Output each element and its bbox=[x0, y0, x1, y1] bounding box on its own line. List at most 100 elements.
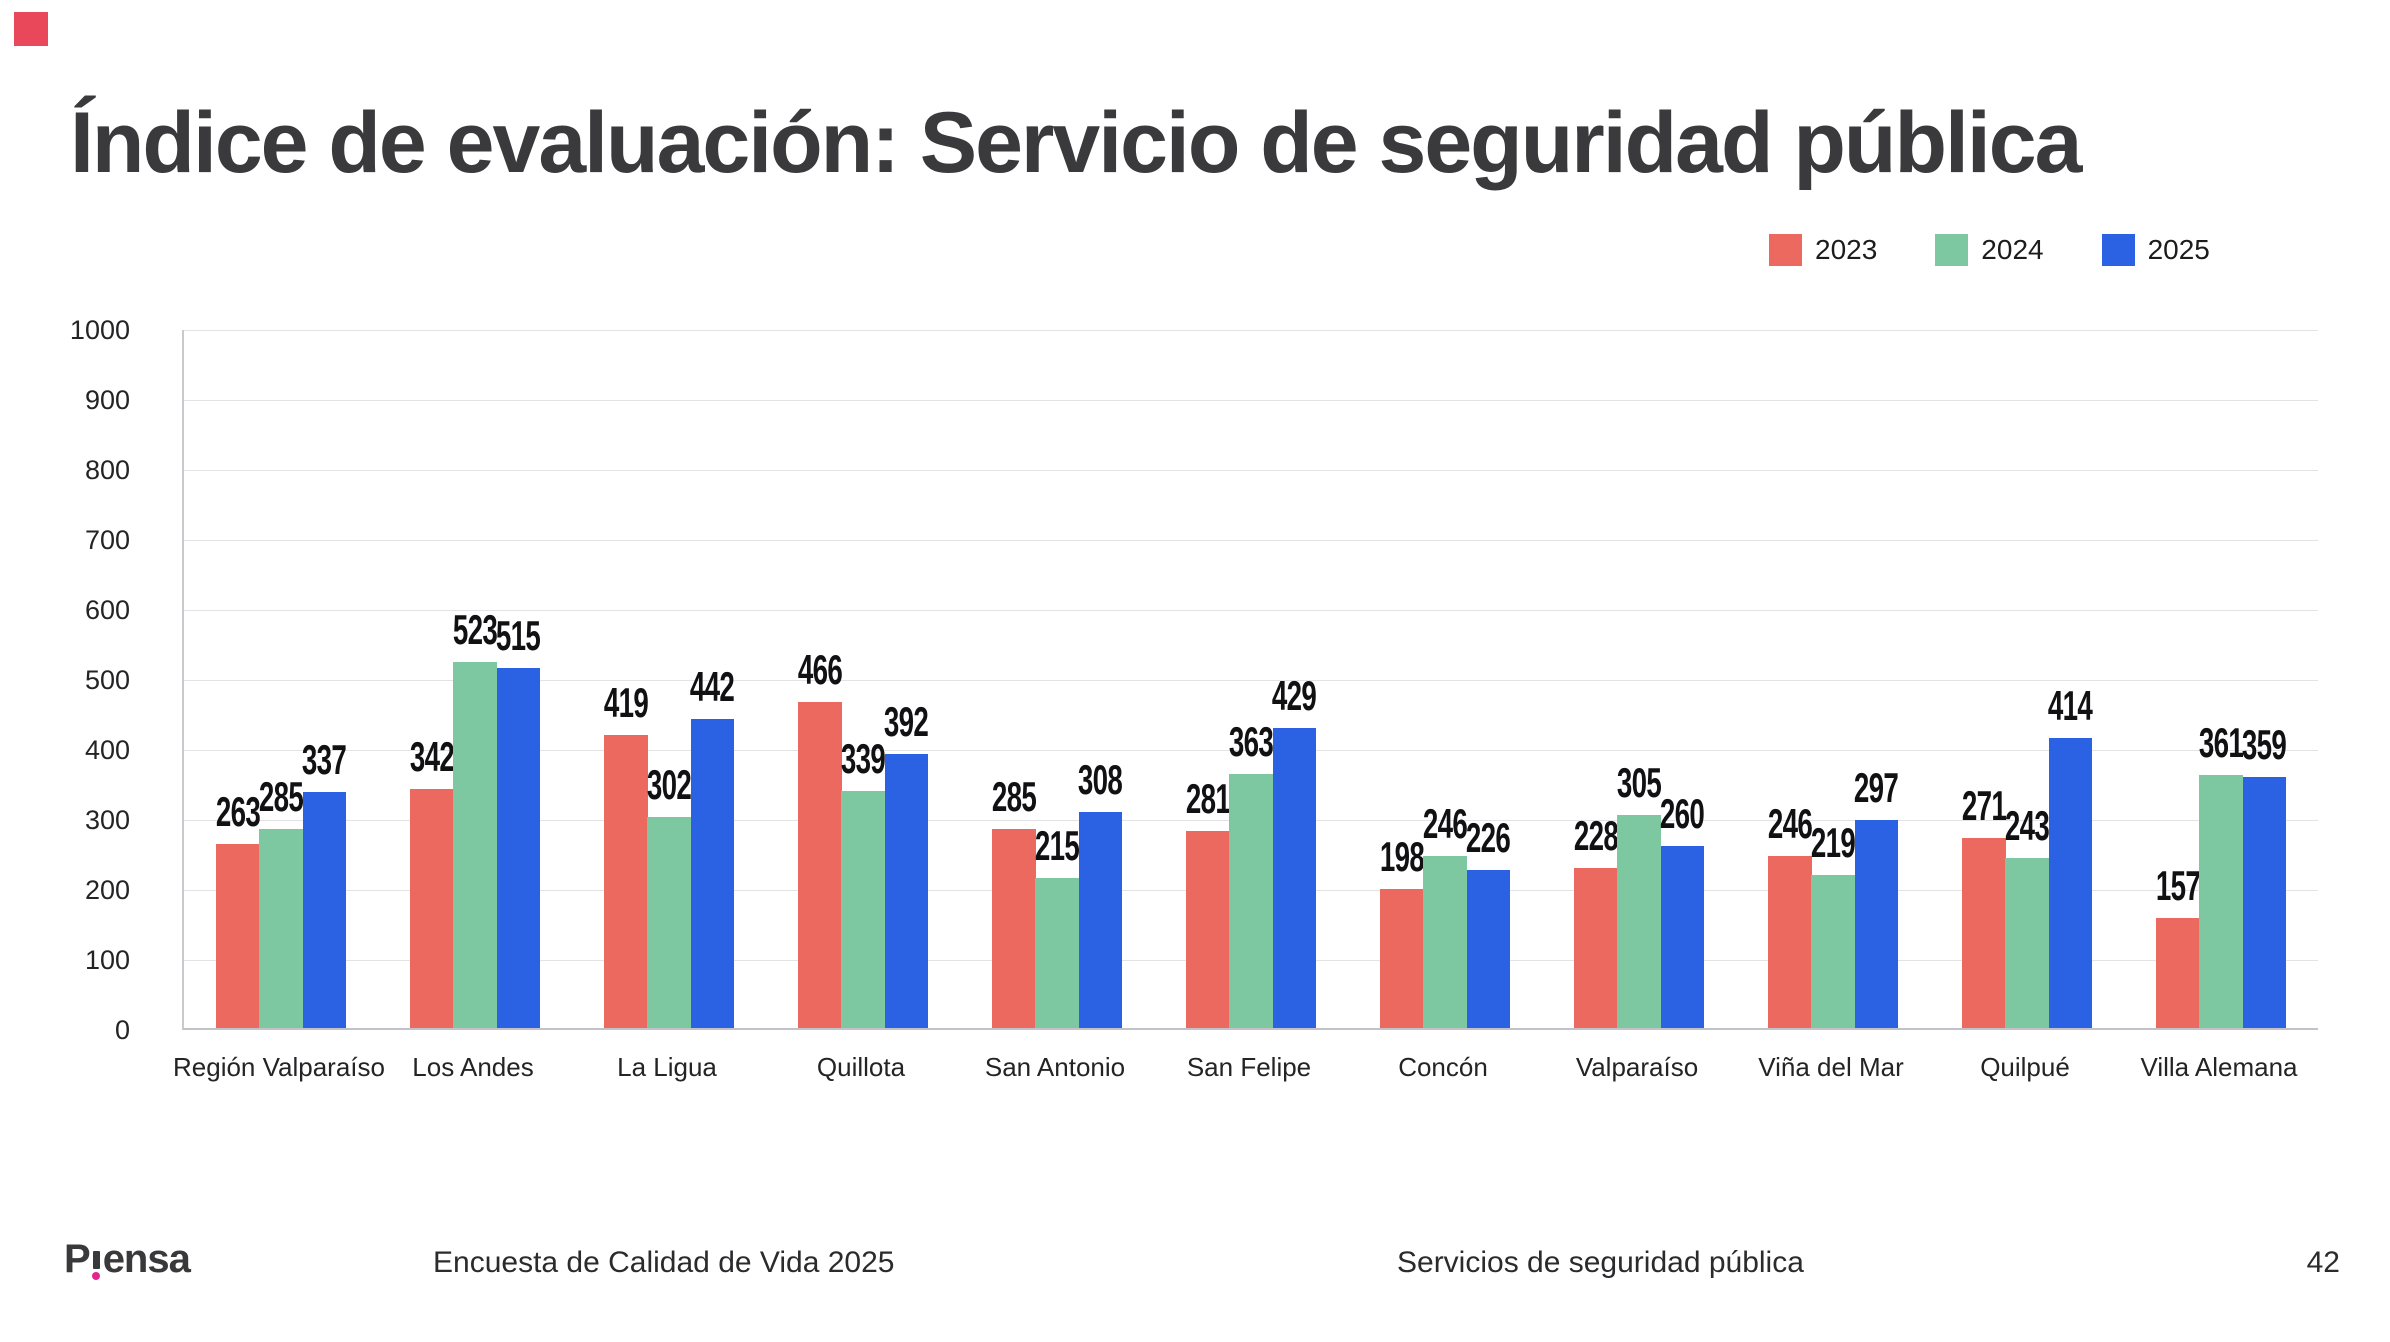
bar-2025 bbox=[1854, 820, 1899, 1028]
category-label: Región Valparaíso bbox=[173, 1052, 385, 1082]
bar-group-8: 228 305 260 bbox=[1574, 330, 1705, 1028]
legend-swatch-icon bbox=[1935, 234, 1969, 266]
y-axis-label: 700 bbox=[84, 525, 130, 555]
bar-value-label: 337 bbox=[302, 736, 347, 784]
bar-value-label: 219 bbox=[1810, 818, 1856, 866]
bar-2023 bbox=[2156, 918, 2200, 1028]
bar-value-label: 285 bbox=[991, 772, 1037, 820]
brand-exclamation-dot bbox=[92, 1272, 101, 1280]
legend: 2023 2024 2025 bbox=[1769, 234, 2210, 266]
bar-2024 bbox=[1811, 874, 1856, 1028]
bar-chart: 263 285 337 342 523 515 419 302 442 466 339 392 285 2… bbox=[0, 315, 2390, 1130]
legend-item-2023: 2023 bbox=[1769, 234, 1877, 266]
category-label: Los Andes bbox=[412, 1052, 534, 1082]
bar-2025 bbox=[2048, 738, 2093, 1028]
category-label: La Ligua bbox=[617, 1052, 717, 1082]
y-axis-label: 500 bbox=[84, 665, 130, 695]
bar-value-label: 260 bbox=[1660, 790, 1705, 837]
category-label: Quilpué bbox=[1980, 1052, 2070, 1082]
footer-page-number: 42 bbox=[2306, 1246, 2340, 1279]
bar-2025 bbox=[1660, 846, 1705, 1028]
bar-value-label: 215 bbox=[1034, 821, 1080, 869]
bar-value-label: 228 bbox=[1573, 812, 1619, 860]
y-axis-label: 900 bbox=[84, 385, 130, 415]
bar-2025 bbox=[1466, 869, 1511, 1028]
bar-2025 bbox=[1078, 812, 1123, 1028]
bar-2023 bbox=[1962, 838, 2006, 1028]
category-label: San Felipe bbox=[1186, 1052, 1312, 1082]
y-axis-label: 800 bbox=[84, 455, 130, 485]
bar-value-label: 419 bbox=[603, 678, 649, 726]
legend-label: 2023 bbox=[1815, 234, 1878, 265]
bar-value-label: 246 bbox=[1422, 799, 1468, 847]
bar-value-label: 359 bbox=[2242, 720, 2287, 768]
bar-2024 bbox=[841, 790, 886, 1028]
y-axis-label: 200 bbox=[84, 875, 130, 905]
brand-exclamation-icon bbox=[91, 1250, 102, 1280]
gridline bbox=[184, 610, 2318, 611]
footer-survey-title: Encuesta de Calidad de Vida 2025 bbox=[433, 1246, 895, 1279]
legend-label: 2024 bbox=[1981, 234, 2044, 265]
gridline bbox=[184, 470, 2318, 471]
bar-value-label: 342 bbox=[409, 732, 455, 780]
bar-value-label: 246 bbox=[1767, 799, 1813, 847]
y-axis-label: 0 bbox=[114, 1015, 130, 1045]
bar-group-6: 281 363 429 bbox=[1186, 330, 1317, 1028]
bar-value-label: 339 bbox=[840, 734, 886, 782]
bar-value-label: 523 bbox=[452, 605, 498, 653]
bar-value-label: 302 bbox=[646, 760, 692, 808]
bar-value-label: 281 bbox=[1185, 775, 1231, 823]
bar-2025 bbox=[1272, 727, 1317, 1028]
bar-group-9: 246 219 297 bbox=[1768, 330, 1899, 1028]
bar-2025 bbox=[496, 667, 541, 1028]
bar-2024 bbox=[259, 828, 304, 1028]
y-axis-label: 100 bbox=[84, 945, 130, 975]
bar-2023 bbox=[410, 788, 454, 1028]
bar-2025 bbox=[2242, 776, 2287, 1028]
bar-2025 bbox=[690, 718, 735, 1028]
bar-group-1: 263 285 337 bbox=[216, 330, 347, 1028]
bar-2023 bbox=[1574, 868, 1618, 1028]
bar-2023 bbox=[992, 828, 1036, 1028]
bar-value-label: 414 bbox=[2048, 682, 2093, 730]
bar-2024 bbox=[2199, 775, 2244, 1028]
bar-value-label: 297 bbox=[1854, 764, 1899, 812]
brand-text-prefix: P bbox=[64, 1237, 91, 1281]
category-label: Valparaíso bbox=[1575, 1052, 1699, 1082]
footer-section-title: Servicios de seguridad pública bbox=[1397, 1246, 1804, 1279]
category-label: Viña del Mar bbox=[1758, 1052, 1904, 1082]
bar-2023 bbox=[1186, 831, 1230, 1028]
category-label: Concón bbox=[1398, 1052, 1488, 1082]
brand-text-suffix: ensa bbox=[102, 1237, 191, 1281]
bar-value-label: 263 bbox=[215, 787, 261, 835]
bar-value-label: 363 bbox=[1228, 717, 1274, 765]
bar-group-2: 342 523 515 bbox=[410, 330, 541, 1028]
bar-group-5: 285 215 308 bbox=[992, 330, 1123, 1028]
gridline bbox=[184, 400, 2318, 401]
bar-2024 bbox=[1035, 877, 1080, 1028]
gridline bbox=[184, 680, 2318, 681]
bar-value-label: 466 bbox=[797, 645, 843, 693]
gridline bbox=[184, 330, 2318, 331]
y-axis-label: 400 bbox=[84, 735, 130, 765]
bar-2024 bbox=[1423, 855, 1468, 1028]
bar-2023 bbox=[1768, 855, 1812, 1028]
bar-value-label: 515 bbox=[496, 611, 541, 659]
bar-value-label: 157 bbox=[2155, 862, 2201, 910]
bar-2023 bbox=[216, 843, 260, 1028]
bar-value-label: 308 bbox=[1078, 756, 1123, 804]
bar-value-label: 392 bbox=[884, 697, 929, 745]
bar-2024 bbox=[647, 816, 692, 1028]
bar-group-3: 419 302 442 bbox=[604, 330, 735, 1028]
bar-2023 bbox=[604, 734, 648, 1028]
y-axis-label: 300 bbox=[84, 805, 130, 835]
legend-item-2025: 2025 bbox=[2101, 234, 2210, 266]
bar-value-label: 305 bbox=[1616, 758, 1662, 806]
legend-swatch-icon bbox=[2101, 234, 2135, 266]
plot-area: 263 285 337 342 523 515 419 302 442 466 339 392 285 2… bbox=[182, 330, 2318, 1030]
bar-group-4: 466 339 392 bbox=[798, 330, 929, 1028]
bar-value-label: 243 bbox=[2004, 801, 2050, 849]
bar-value-label: 271 bbox=[1961, 782, 2007, 830]
bar-value-label: 285 bbox=[258, 772, 304, 820]
